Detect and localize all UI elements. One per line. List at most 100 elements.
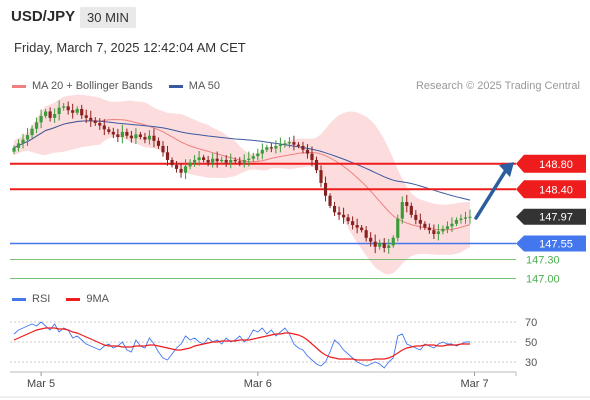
timeframe-badge[interactable]: 30 MIN bbox=[80, 7, 136, 28]
candle-body bbox=[342, 214, 346, 218]
bollinger-band bbox=[14, 94, 470, 275]
rsi-ma-legend-label: 9MA bbox=[86, 293, 109, 305]
support-resistance-layer bbox=[10, 162, 516, 280]
candle-body bbox=[93, 120, 97, 123]
rsi-ma-line bbox=[13, 327, 470, 361]
candle-body bbox=[211, 158, 215, 163]
candle-body bbox=[414, 214, 418, 220]
candle-body bbox=[165, 152, 170, 160]
candle-body bbox=[206, 159, 210, 163]
candle-body bbox=[269, 147, 273, 149]
time-axis: Mar 5 Mar 6 Mar 7 bbox=[0, 371, 590, 398]
support-label: 147.55 bbox=[539, 239, 573, 251]
current-price-label: 147.97 bbox=[539, 212, 573, 224]
candle-body bbox=[53, 114, 57, 118]
candle-body bbox=[66, 106, 70, 111]
candle-body bbox=[310, 153, 314, 160]
candle-body bbox=[197, 157, 201, 160]
source-credit: Research © 2025 Trading Central bbox=[415, 80, 580, 92]
candle-body bbox=[378, 242, 382, 247]
candle-body bbox=[260, 149, 264, 154]
candle-body bbox=[179, 168, 183, 173]
rsi-legend: RSI 9MA bbox=[12, 293, 109, 305]
candle-body bbox=[125, 131, 129, 136]
support-label-box bbox=[516, 235, 586, 252]
candle-body bbox=[80, 108, 84, 116]
candle-body bbox=[220, 159, 224, 162]
time-axis-label: Mar 7 bbox=[460, 378, 488, 390]
rsi-tick-label: 50 bbox=[525, 337, 537, 349]
time-axis-label: Mar 5 bbox=[27, 378, 55, 390]
candle-body bbox=[233, 159, 237, 162]
chart-header: USD/JPY 30 MIN bbox=[0, 0, 590, 36]
current-price-box bbox=[516, 208, 586, 225]
candle-body bbox=[224, 159, 228, 163]
currency-pair-title: USD/JPY bbox=[11, 8, 76, 25]
ma50-line bbox=[13, 120, 471, 201]
candle-body bbox=[75, 108, 79, 113]
candle-body bbox=[107, 129, 111, 132]
candle-body bbox=[12, 147, 16, 152]
candle-body bbox=[283, 143, 287, 145]
candle-body bbox=[174, 165, 179, 169]
candle-body bbox=[405, 202, 409, 206]
candle-body bbox=[215, 158, 219, 162]
level-label-layer: 148.80 148.40 147.97 147.55 147.30 147.00 bbox=[516, 154, 586, 286]
rsi-ma-legend-swatch bbox=[66, 297, 81, 301]
candle-body bbox=[441, 228, 445, 232]
candlestick-layer bbox=[12, 100, 472, 254]
candle-body bbox=[156, 140, 161, 146]
resistance-label-box bbox=[516, 180, 586, 199]
candle-body bbox=[188, 162, 192, 167]
target-label: 147.30 bbox=[526, 254, 560, 266]
candle-body bbox=[360, 227, 364, 231]
candle-body bbox=[373, 241, 377, 247]
time-axis-label: Mar 6 bbox=[244, 378, 272, 390]
candle-body bbox=[423, 223, 427, 228]
candle-body bbox=[152, 135, 156, 141]
candle-body bbox=[427, 227, 431, 231]
ma20-legend-label: MA 20 + Bollinger Bands bbox=[32, 80, 153, 92]
rsi-line bbox=[13, 321, 470, 369]
candle-body bbox=[143, 137, 147, 140]
candle-body bbox=[355, 225, 359, 228]
candle-body bbox=[301, 145, 305, 150]
chart-datetime: Friday, March 7, 2025 12:42:04 AM CET bbox=[14, 40, 246, 55]
candle-body bbox=[16, 143, 21, 148]
candle-body bbox=[369, 237, 373, 242]
candle-body bbox=[454, 219, 459, 224]
candle-body bbox=[25, 135, 30, 140]
candle-body bbox=[391, 237, 395, 246]
candle-body bbox=[445, 226, 450, 229]
candle-body bbox=[251, 156, 255, 159]
resistance-label: 148.40 bbox=[539, 184, 573, 196]
ma20-legend-swatch bbox=[12, 84, 26, 88]
candle-body bbox=[396, 218, 400, 238]
candle-body bbox=[305, 149, 310, 154]
bollinger-band-layer bbox=[14, 94, 470, 275]
candle-body bbox=[400, 202, 404, 219]
candle-body bbox=[134, 134, 138, 139]
candle-body bbox=[229, 159, 233, 163]
candle-body bbox=[265, 147, 269, 150]
candle-body bbox=[382, 242, 386, 248]
candle-body bbox=[71, 110, 75, 113]
projection-arrow-layer bbox=[474, 162, 514, 220]
candle-body bbox=[202, 157, 206, 160]
resistance-label: 148.80 bbox=[539, 159, 573, 171]
candle-body bbox=[332, 205, 337, 213]
candle-body bbox=[351, 221, 355, 226]
candle-body bbox=[57, 107, 61, 115]
candle-body bbox=[409, 205, 413, 215]
candle-body bbox=[120, 131, 124, 137]
projection-arrow-shaft bbox=[474, 168, 508, 220]
candle-body bbox=[346, 217, 350, 222]
candle-body bbox=[287, 142, 291, 144]
rsi-tick-label: 70 bbox=[525, 317, 537, 329]
price-legend: MA 20 + Bollinger Bands MA 50 bbox=[12, 80, 220, 92]
rsi-tick-label: 30 bbox=[525, 357, 537, 369]
candle-body bbox=[111, 131, 115, 135]
candle-body bbox=[463, 217, 468, 219]
candle-body bbox=[39, 115, 43, 123]
candle-body bbox=[364, 230, 368, 238]
